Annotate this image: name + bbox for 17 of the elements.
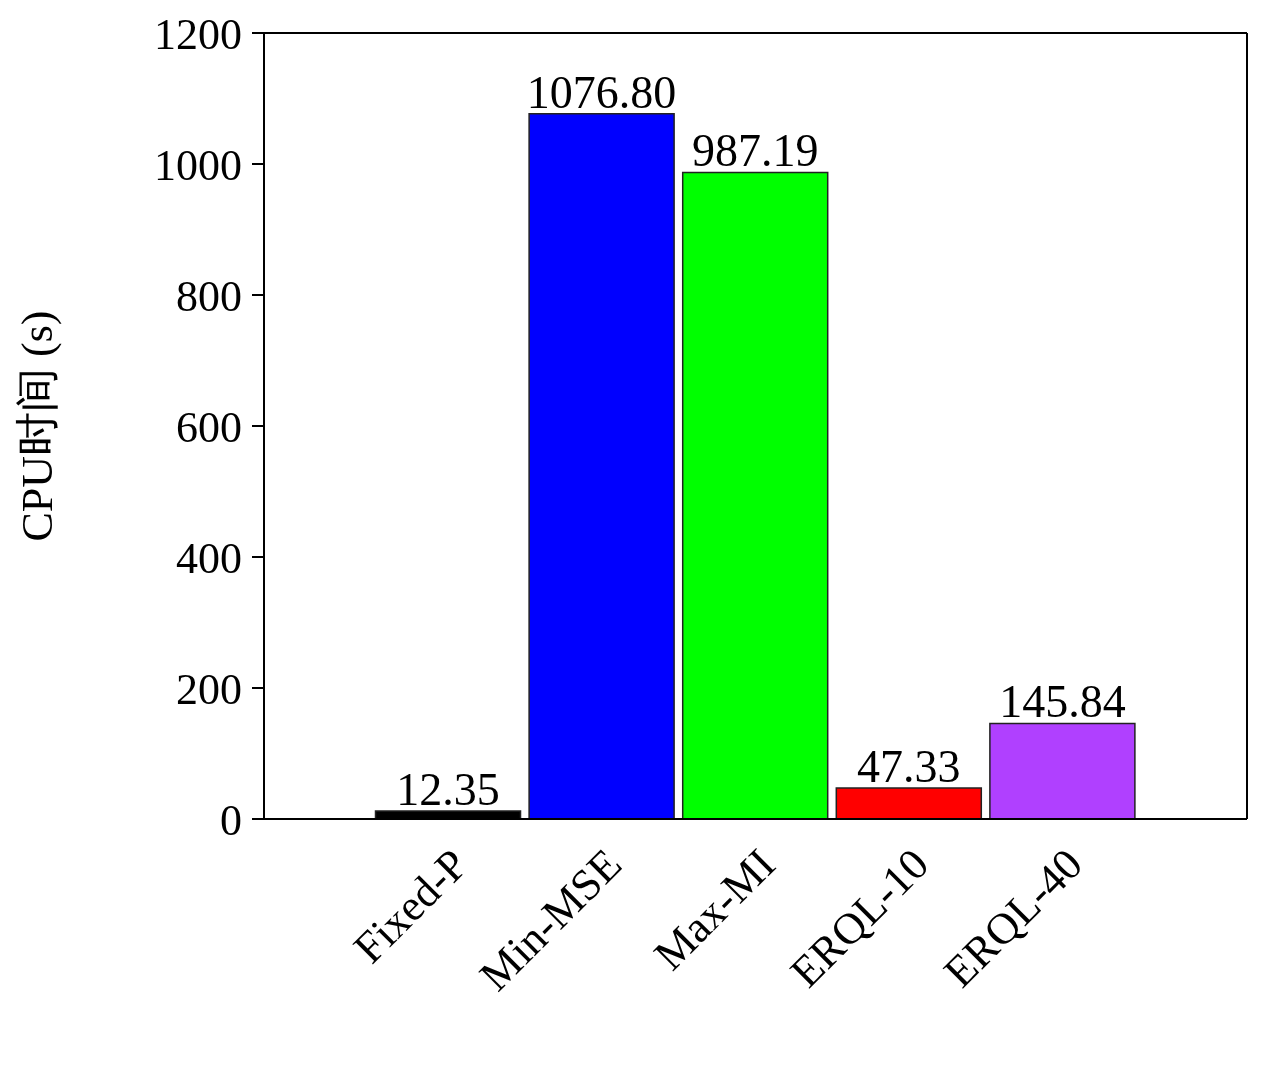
y-tick-label: 800 [176,271,242,321]
y-tick-label: 200 [176,664,242,714]
y-tick-label: 1000 [154,140,242,190]
y-tick-label: 600 [176,402,242,452]
y-tick-label: 1200 [154,9,242,59]
y-axis-title: CPU时间 (s) [12,310,62,542]
y-tick-label: 0 [220,795,242,845]
data-label: 987.19 [691,125,819,177]
bar [989,722,1136,819]
bar [681,171,829,819]
bar [528,112,675,819]
data-label: 145.84 [999,676,1126,728]
data-label: 12.35 [396,763,500,815]
y-tick-label: 400 [176,533,242,583]
data-label: 47.33 [857,741,961,792]
data-label: 1076.80 [526,66,677,118]
bar [835,787,983,819]
